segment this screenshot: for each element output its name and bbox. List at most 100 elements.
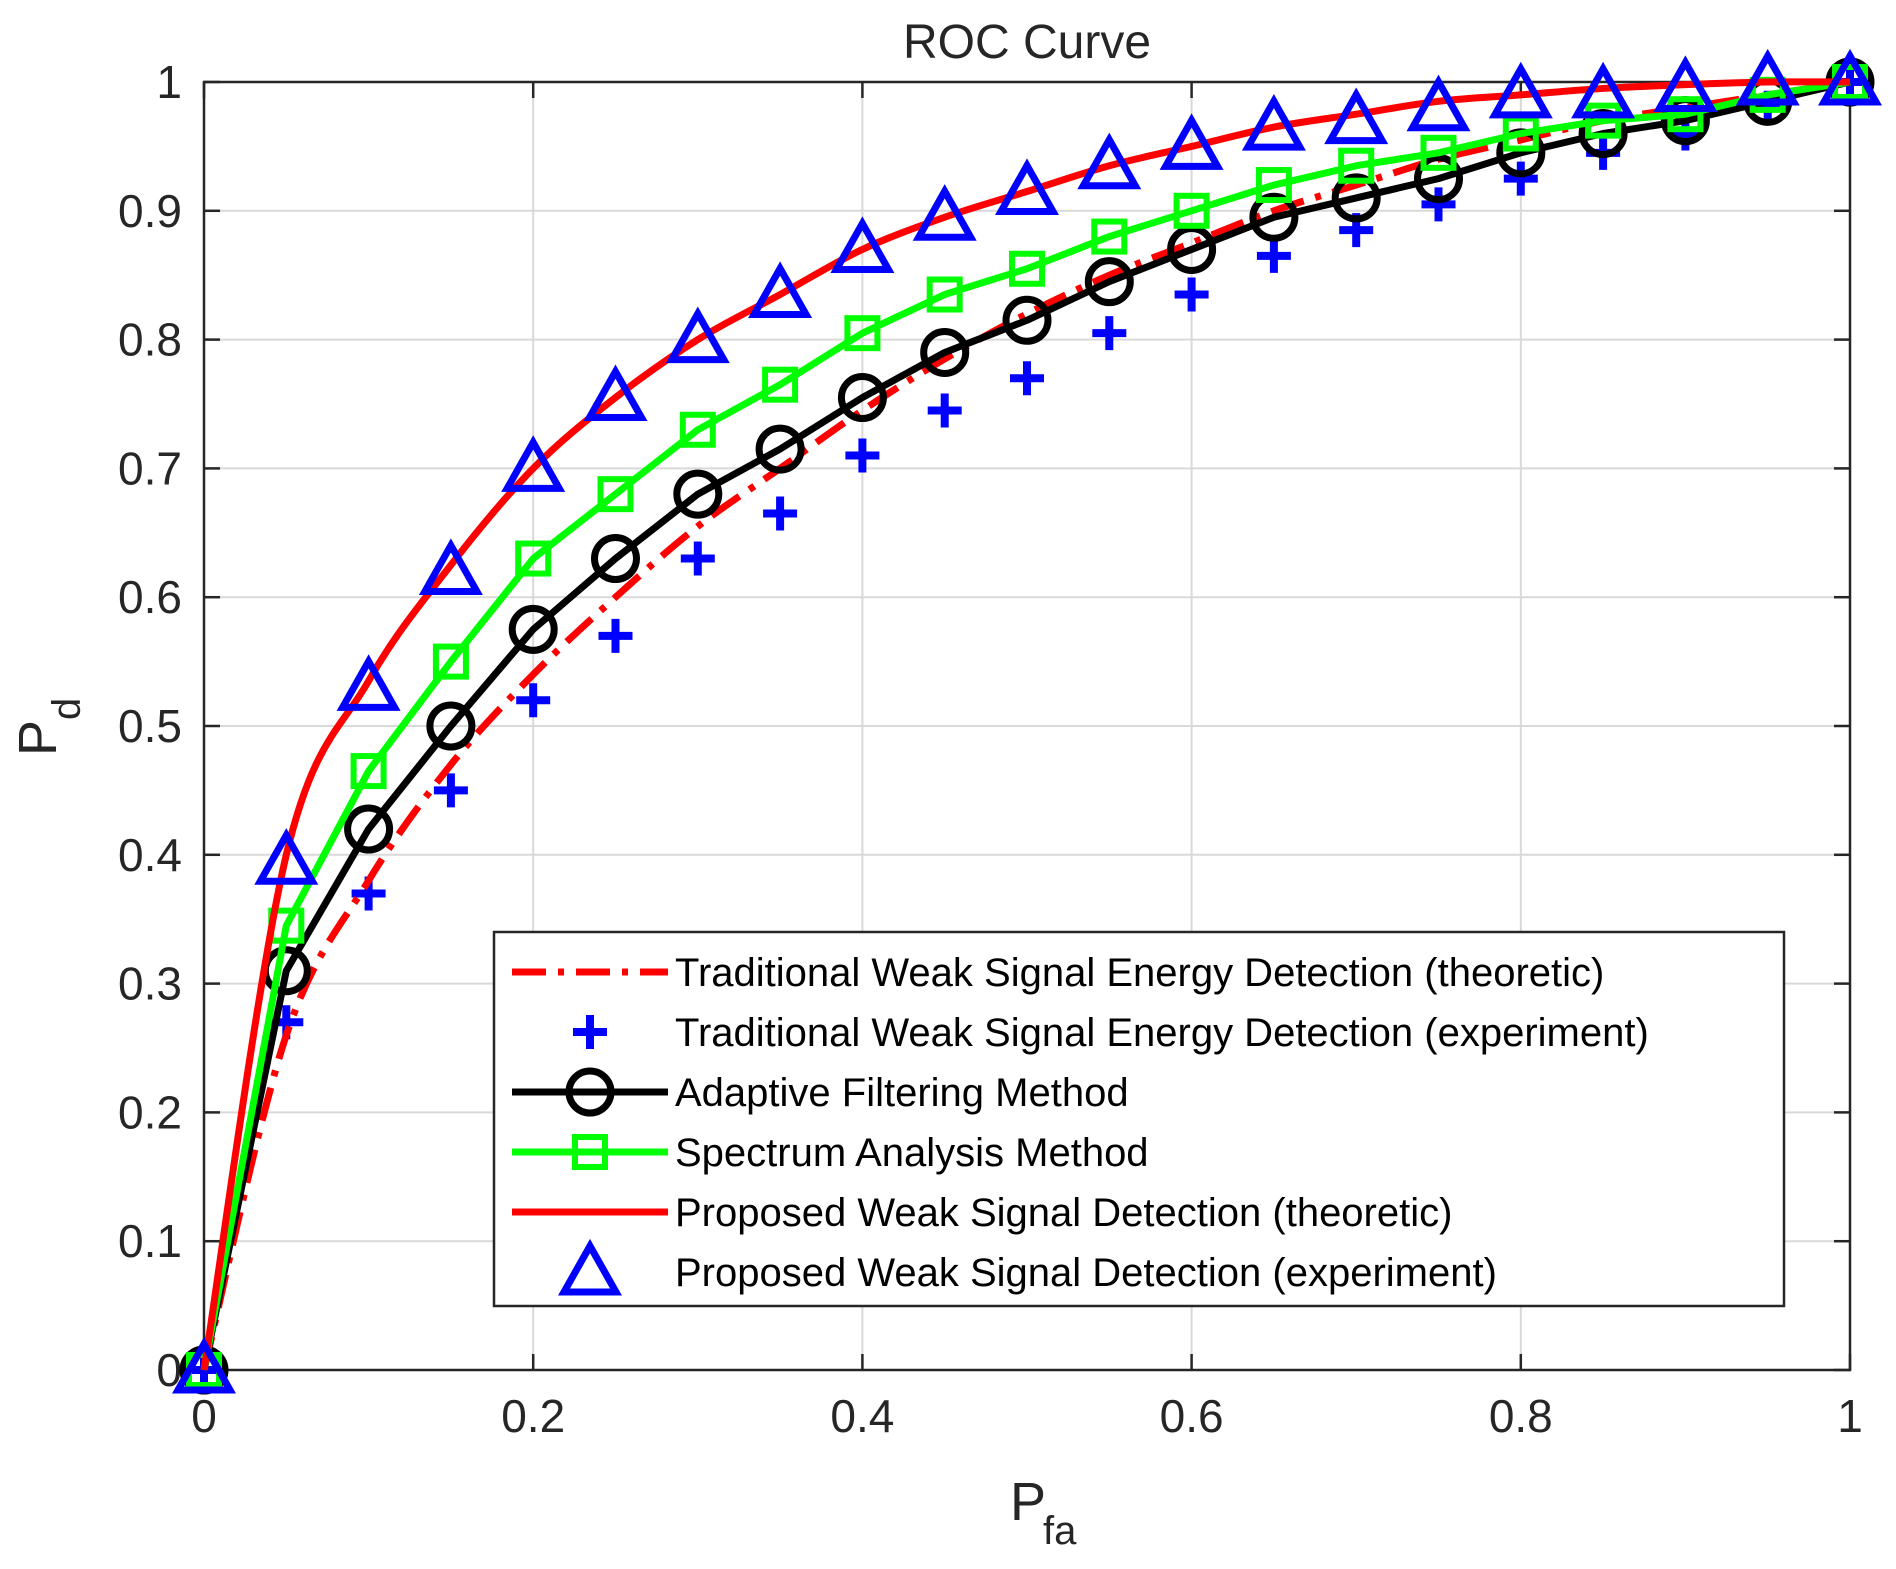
data-point <box>1092 316 1127 351</box>
series-line <box>200 78 1851 1371</box>
data-point <box>1009 250 1045 287</box>
data-point <box>1502 115 1539 152</box>
legend-box <box>492 930 1786 1308</box>
y-tick-label: 0.4 <box>118 829 182 881</box>
data-point <box>680 541 715 576</box>
data-point <box>1735 48 1800 106</box>
series-6 <box>172 48 1882 1394</box>
data-point <box>350 753 387 790</box>
data-point <box>1241 93 1306 151</box>
legend-entry: Traditional Weak Signal Energy Detection… <box>512 951 1604 995</box>
data-point <box>830 216 895 273</box>
data-point <box>927 393 962 428</box>
series-line <box>200 78 1851 1371</box>
legend-label: Traditional Weak Signal Energy Detection… <box>675 1011 1649 1055</box>
x-tick-label: 0.2 <box>501 1390 565 1442</box>
data-point <box>1331 173 1381 223</box>
data-point <box>1084 257 1134 307</box>
y-tick-label: 0.3 <box>118 958 182 1010</box>
legend-label: Proposed Weak Signal Detection (experime… <box>675 1251 1497 1295</box>
data-point <box>1159 113 1224 170</box>
data-point <box>516 683 551 718</box>
x-axis-label-sub: fa <box>1043 1509 1077 1553</box>
legend-entry: Adaptive Filtering Method <box>512 1067 1129 1117</box>
data-point <box>755 424 805 474</box>
data-point <box>1667 96 1704 133</box>
data-point <box>837 373 887 423</box>
data-point <box>1077 132 1142 190</box>
legend-marker <box>558 1238 622 1296</box>
y-tick-label: 0.1 <box>118 1215 182 1267</box>
data-point <box>433 773 468 808</box>
data-point <box>1406 74 1471 132</box>
x-tick-label: 0.4 <box>830 1390 894 1442</box>
x-axis-label-main: P <box>1010 1472 1046 1532</box>
data-point <box>591 534 640 584</box>
data-point <box>1488 61 1553 119</box>
data-point <box>1818 48 1882 106</box>
data-point <box>1421 187 1456 222</box>
data-point <box>995 158 1059 215</box>
legend-marker <box>573 1015 607 1049</box>
y-tick-label: 0.7 <box>118 442 182 494</box>
data-point <box>673 469 723 519</box>
series-1 <box>200 78 1851 1371</box>
y-tick-label: 0.2 <box>118 1086 182 1138</box>
data-point <box>1255 167 1292 204</box>
data-point <box>762 366 799 403</box>
data-point <box>1010 361 1044 396</box>
data-point <box>597 476 634 513</box>
legend-entry: Spectrum Analysis Method <box>512 1131 1149 1175</box>
data-point <box>845 438 880 473</box>
data-point <box>1585 102 1622 139</box>
legend-entry: Proposed Weak Signal Detection (theoreti… <box>512 1191 1452 1235</box>
data-point <box>426 701 476 751</box>
data-point <box>1414 154 1463 204</box>
data-point <box>344 804 394 854</box>
data-point <box>508 604 558 654</box>
data-point <box>583 364 648 422</box>
legend-label: Traditional Weak Signal Energy Detection… <box>675 951 1604 995</box>
data-point <box>1174 277 1209 312</box>
data-point <box>748 261 813 319</box>
data-point <box>1503 161 1538 196</box>
y-axis-label: P d <box>8 698 89 756</box>
tick-labels: 0 0.2 0.4 0.6 0.8 100.10.20.30.40.50.60.70.80… <box>118 56 1863 1442</box>
data-point <box>665 306 730 364</box>
legend-marker <box>565 1067 615 1117</box>
data-point <box>501 435 566 492</box>
legend-label: Proposed Weak Signal Detection (theoreti… <box>675 1191 1452 1235</box>
series <box>172 48 1882 1395</box>
data-point <box>1256 238 1291 273</box>
legend-marker <box>572 1134 608 1170</box>
data-point <box>1091 218 1128 255</box>
data-point <box>1653 55 1718 112</box>
data-point <box>418 538 483 595</box>
data-point <box>172 1336 236 1394</box>
series-4 <box>186 64 1868 1388</box>
data-point <box>844 315 881 352</box>
x-tick-label: 0.6 <box>1160 1390 1224 1442</box>
x-axis-label: P fa <box>1010 1472 1077 1553</box>
data-point <box>1249 192 1299 242</box>
data-point <box>515 540 552 577</box>
data-point <box>1173 192 1210 229</box>
data-point <box>1420 134 1457 171</box>
legend-entry: Traditional Weak Signal Energy Detection… <box>573 1011 1649 1055</box>
y-axis-label-main: P <box>8 720 68 756</box>
y-tick-label: 0.6 <box>118 571 182 623</box>
data-point <box>1571 61 1636 119</box>
y-tick-label: 0.9 <box>118 185 182 237</box>
series-3 <box>179 57 1875 1395</box>
legend-label: Adaptive Filtering Method <box>675 1071 1129 1115</box>
data-point <box>679 411 716 448</box>
data-point <box>1338 147 1375 184</box>
legend-entry: Proposed Weak Signal Detection (experime… <box>558 1238 1497 1296</box>
y-tick-label: 1 <box>156 56 182 108</box>
chart-title: ROC Curve <box>903 16 1151 69</box>
data-point <box>432 643 469 680</box>
x-tick-label: 1 <box>1837 1390 1863 1442</box>
series-line <box>200 78 1851 1371</box>
data-point <box>254 828 319 885</box>
y-tick-label: 0.8 <box>118 314 182 366</box>
